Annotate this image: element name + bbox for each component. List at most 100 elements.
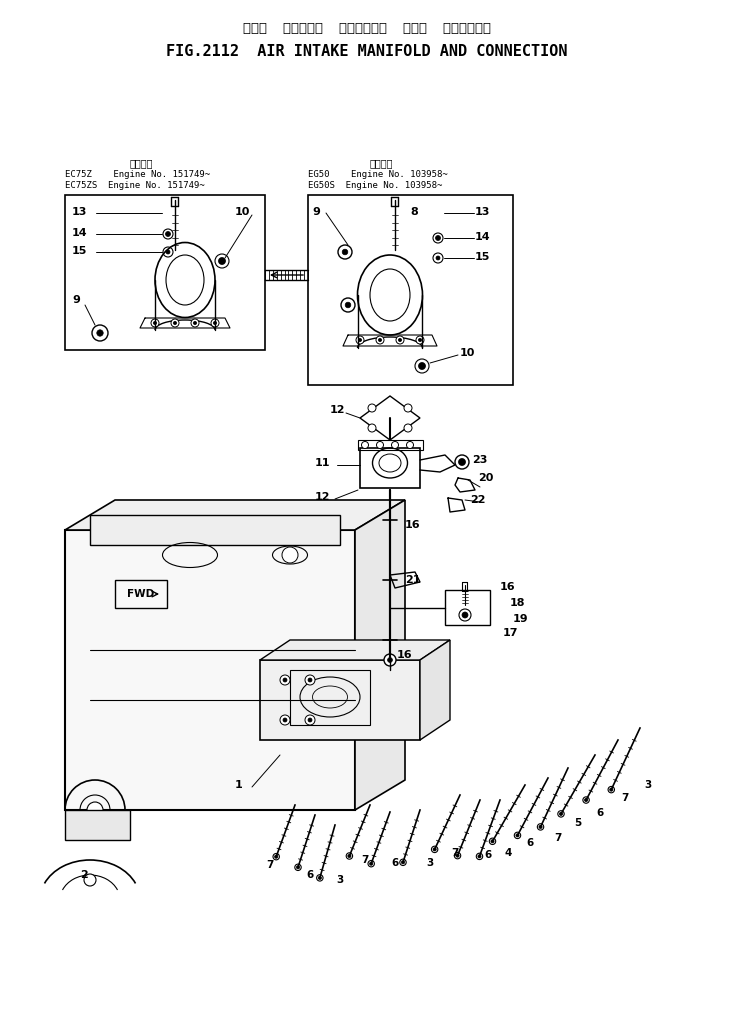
Text: 18: 18 — [510, 598, 526, 608]
Text: 7: 7 — [451, 848, 459, 858]
Circle shape — [584, 798, 588, 801]
Text: 13: 13 — [475, 207, 490, 217]
Circle shape — [345, 302, 351, 308]
Text: 適用号機: 適用号機 — [130, 158, 154, 168]
Text: 9: 9 — [312, 207, 320, 217]
Circle shape — [490, 838, 495, 845]
Polygon shape — [260, 660, 420, 741]
Text: エアー  インテーク  マニホールド  および  コネクション: エアー インテーク マニホールド および コネクション — [243, 22, 491, 35]
Text: 11: 11 — [315, 458, 331, 468]
Circle shape — [215, 254, 229, 268]
Text: 6: 6 — [526, 838, 534, 848]
Circle shape — [459, 609, 471, 621]
Circle shape — [283, 718, 287, 722]
Polygon shape — [355, 500, 405, 810]
Text: 14: 14 — [72, 228, 87, 238]
Text: EG50    Engine No. 103958~: EG50 Engine No. 103958~ — [308, 170, 448, 179]
Circle shape — [398, 338, 401, 341]
Circle shape — [305, 675, 315, 685]
Circle shape — [558, 810, 564, 817]
Circle shape — [376, 442, 384, 449]
Circle shape — [388, 578, 392, 581]
Text: 17: 17 — [503, 628, 518, 638]
Circle shape — [211, 319, 219, 327]
Circle shape — [166, 250, 170, 254]
Circle shape — [459, 459, 465, 466]
Circle shape — [275, 855, 278, 858]
Bar — [115, 580, 167, 608]
Circle shape — [338, 245, 352, 259]
Circle shape — [280, 675, 290, 685]
Circle shape — [388, 519, 392, 522]
Circle shape — [388, 638, 392, 641]
Circle shape — [218, 257, 226, 264]
Circle shape — [193, 321, 196, 324]
Circle shape — [491, 840, 494, 843]
Text: 12: 12 — [330, 405, 345, 415]
Circle shape — [305, 715, 315, 725]
Circle shape — [406, 442, 414, 449]
Circle shape — [359, 338, 362, 341]
Text: 12: 12 — [315, 492, 331, 502]
Circle shape — [308, 678, 312, 682]
Text: 4: 4 — [504, 848, 512, 858]
Circle shape — [92, 325, 108, 341]
Text: 16: 16 — [397, 650, 412, 660]
Text: 10: 10 — [460, 348, 476, 358]
Circle shape — [84, 874, 96, 886]
Circle shape — [163, 229, 173, 239]
Text: 20: 20 — [478, 473, 493, 483]
Circle shape — [282, 547, 298, 563]
Text: 7: 7 — [621, 793, 628, 803]
Circle shape — [401, 861, 404, 864]
Circle shape — [384, 654, 396, 666]
Polygon shape — [65, 500, 405, 530]
Text: 9: 9 — [72, 295, 80, 305]
Circle shape — [433, 253, 443, 263]
Circle shape — [341, 298, 355, 312]
Text: 15: 15 — [72, 246, 87, 256]
Circle shape — [559, 812, 562, 815]
Polygon shape — [90, 515, 340, 545]
Circle shape — [362, 442, 368, 449]
Text: EC75Z    Engine No. 151749~: EC75Z Engine No. 151749~ — [65, 170, 210, 179]
Circle shape — [379, 338, 381, 341]
Bar — [65, 194, 265, 350]
Circle shape — [386, 516, 394, 524]
Circle shape — [386, 576, 394, 585]
Polygon shape — [260, 640, 450, 660]
Text: 23: 23 — [472, 455, 487, 465]
Circle shape — [387, 657, 392, 663]
Circle shape — [396, 336, 404, 344]
Circle shape — [433, 848, 437, 851]
Circle shape — [376, 336, 384, 344]
Circle shape — [418, 338, 422, 341]
Circle shape — [436, 256, 440, 260]
Circle shape — [386, 636, 394, 644]
Text: 6: 6 — [306, 870, 314, 880]
Text: 13: 13 — [72, 207, 87, 217]
Circle shape — [539, 826, 542, 829]
Text: 3: 3 — [426, 858, 434, 868]
Circle shape — [368, 860, 374, 867]
Circle shape — [433, 233, 443, 243]
Circle shape — [295, 864, 301, 870]
Bar — [358, 440, 423, 450]
Circle shape — [516, 834, 519, 837]
Text: 3: 3 — [337, 875, 344, 885]
Circle shape — [476, 853, 483, 860]
Circle shape — [456, 854, 459, 857]
Circle shape — [583, 797, 589, 803]
Circle shape — [368, 424, 376, 432]
Circle shape — [431, 846, 438, 853]
Text: 1: 1 — [235, 780, 243, 790]
Circle shape — [404, 424, 412, 432]
Circle shape — [418, 363, 426, 370]
Circle shape — [416, 336, 424, 344]
Circle shape — [280, 715, 290, 725]
Circle shape — [454, 852, 461, 859]
Text: 22: 22 — [470, 495, 486, 505]
Circle shape — [173, 321, 176, 324]
Circle shape — [154, 321, 157, 324]
Circle shape — [609, 788, 613, 791]
